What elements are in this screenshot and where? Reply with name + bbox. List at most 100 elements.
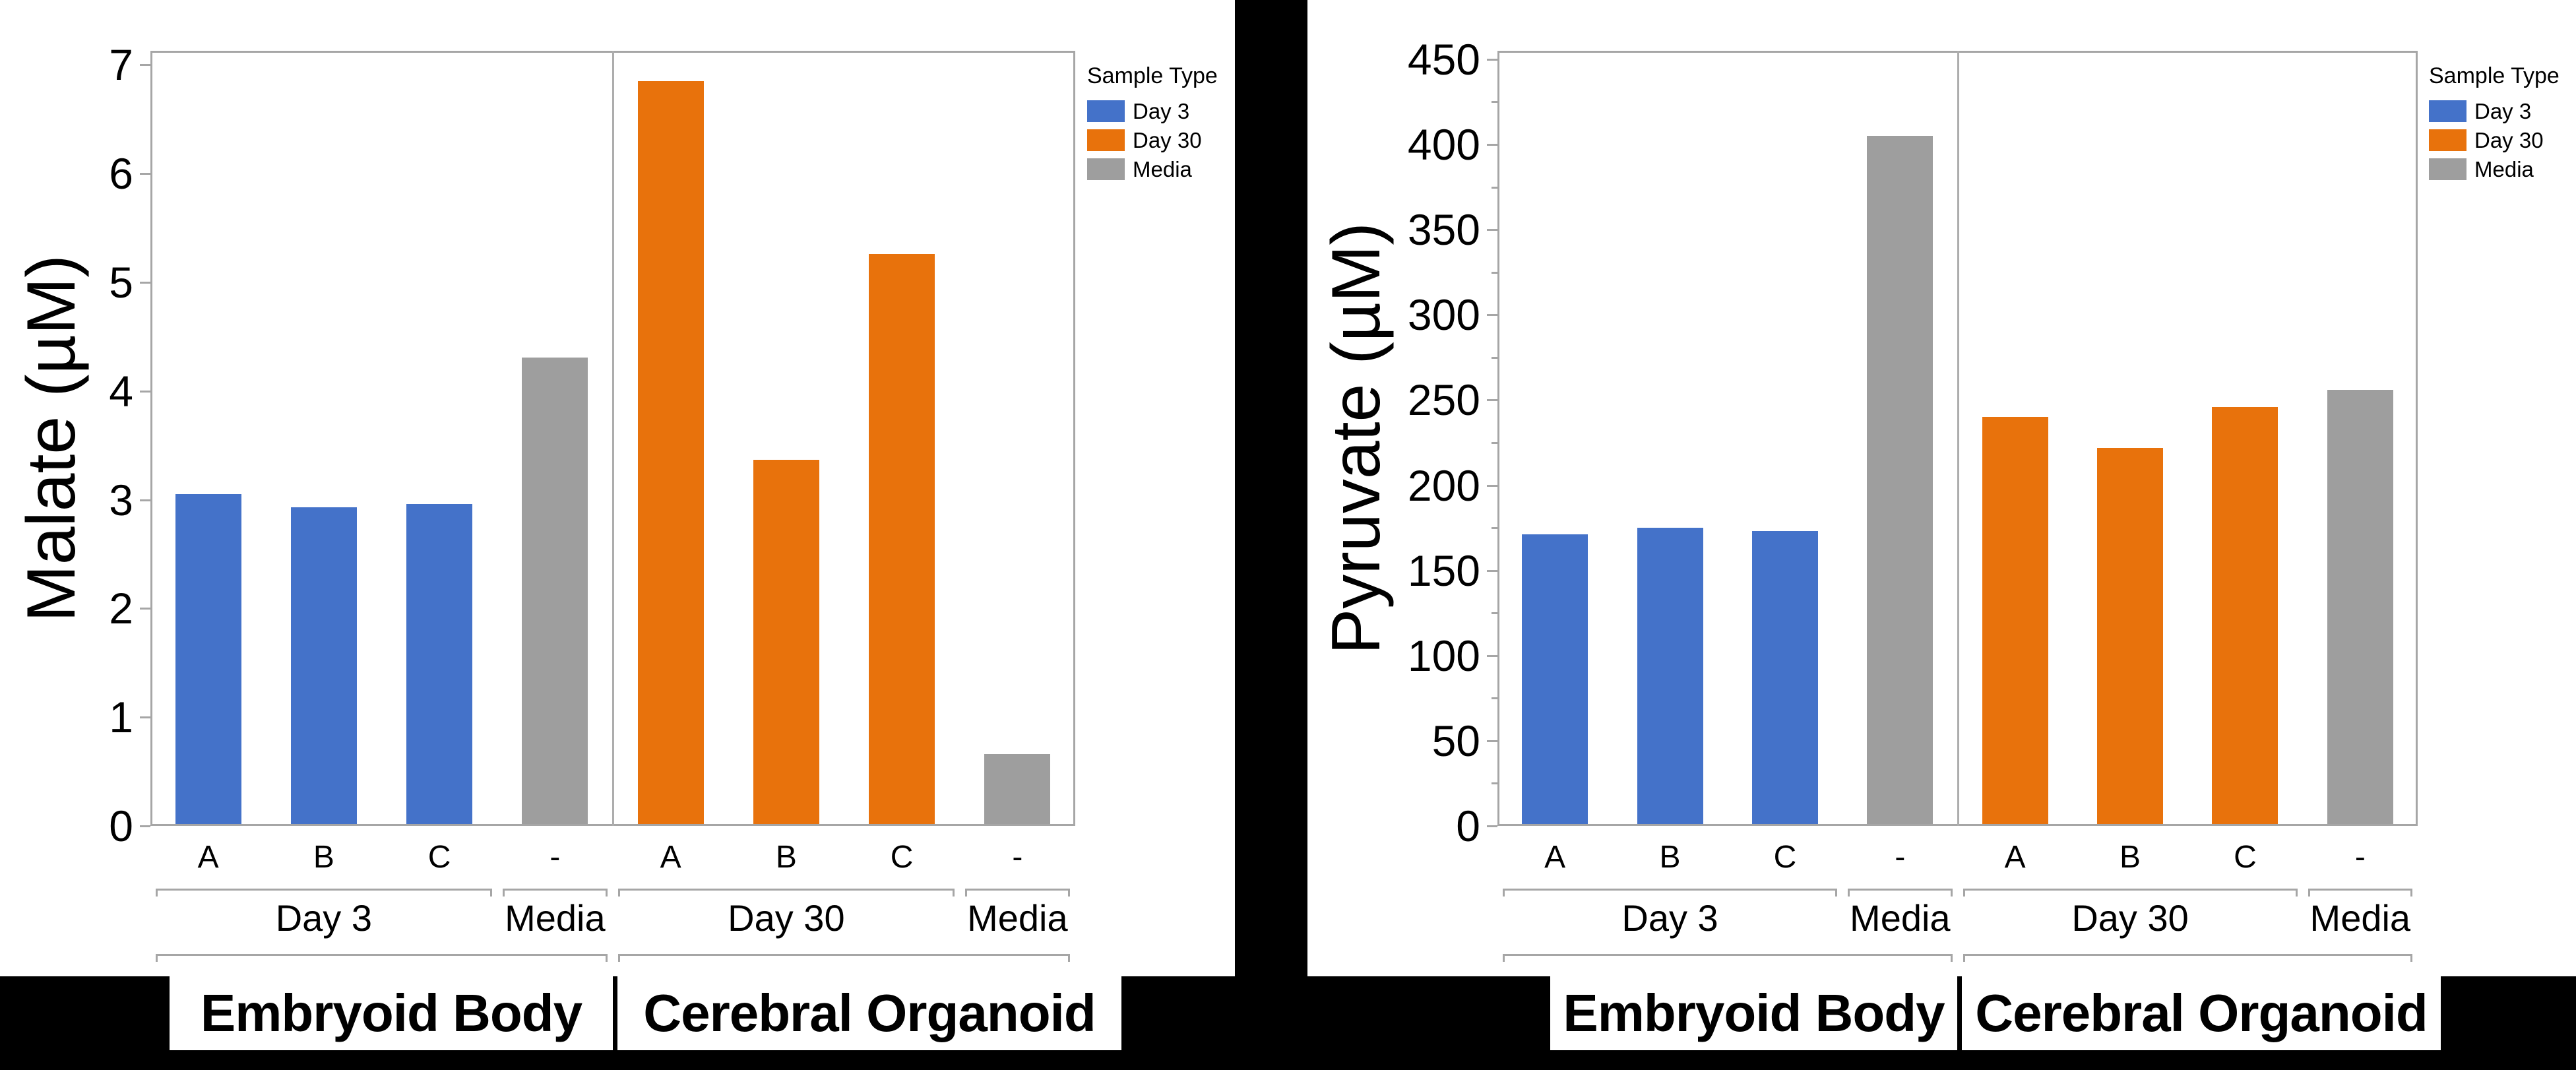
- category-tick-label: C: [427, 840, 451, 875]
- y-tick-mark: [1487, 144, 1497, 146]
- y-tick-label: 200: [1407, 460, 1480, 510]
- outer-group-label-cerebral-organoid: Cerebral Organoid: [643, 984, 1096, 1042]
- y-tick-mark: [1487, 229, 1497, 232]
- legend-swatch-media: [1087, 158, 1125, 180]
- bar-day30-A: [1982, 417, 2048, 824]
- group-label: Day 3: [275, 897, 373, 939]
- legend-swatch-day3: [1087, 100, 1125, 122]
- group-bracket: [156, 889, 492, 897]
- group-bracket: [618, 889, 955, 897]
- outer-group-label-embryoid-body: Embryoid Body: [200, 984, 582, 1042]
- y-tick-label: 300: [1407, 290, 1480, 340]
- category-tick-label: B: [1659, 840, 1681, 875]
- bar-day3-B: [1637, 528, 1703, 824]
- bar-day3-A: [1522, 534, 1588, 824]
- bar-day3-C: [1751, 531, 1818, 824]
- legend-item-label: Media: [2474, 157, 2534, 181]
- legend-item-label: Day 30: [2474, 128, 2544, 152]
- y-tick-mark: [1487, 484, 1497, 487]
- y-tick-label: 50: [1431, 716, 1480, 765]
- bar-day3-A: [175, 494, 241, 824]
- y-tick-label: 250: [1407, 375, 1480, 425]
- outer-group-bracket: [1963, 954, 2412, 962]
- legend-swatch-day3: [2429, 100, 2466, 122]
- group-label: Media: [967, 897, 1068, 939]
- bar-day30-A: [637, 81, 704, 824]
- y-tick-mark: [140, 64, 150, 67]
- group-bracket: [1963, 889, 2298, 897]
- category-tick-label: B: [775, 840, 797, 875]
- legend-swatch-day30: [2429, 129, 2466, 151]
- group-bracket: [1503, 889, 1838, 897]
- group-label: Media: [1850, 897, 1951, 939]
- y-minor-tick-mark: [1492, 612, 1497, 615]
- y-minor-tick-mark: [1492, 101, 1497, 104]
- category-tick-label: A: [1544, 840, 1566, 875]
- y-tick-mark: [1487, 825, 1497, 827]
- group-label: Media: [505, 897, 606, 939]
- bar-day30-B: [753, 459, 819, 824]
- outer-group-bracket: [1503, 954, 1953, 962]
- y-minor-tick-mark: [1492, 782, 1497, 785]
- y-tick-label: 100: [1407, 631, 1480, 680]
- bar-day30-C: [2212, 406, 2278, 824]
- category-tick-label: A: [660, 840, 681, 875]
- plot-panel-divider: [612, 51, 614, 826]
- y-tick-mark: [140, 608, 150, 610]
- y-tick-label: 7: [109, 40, 133, 90]
- bar-day3-B: [290, 507, 357, 824]
- y-tick-mark: [140, 173, 150, 175]
- y-tick-label: 4: [109, 366, 133, 416]
- group-label: Day 3: [1621, 897, 1718, 939]
- group-label: Day 30: [2071, 897, 2189, 939]
- y-minor-tick-mark: [1492, 697, 1497, 700]
- category-tick-label: -: [550, 840, 561, 875]
- outer-group-label-cerebral-organoid: Cerebral Organoid: [1975, 984, 2428, 1042]
- group-label: Media: [2309, 897, 2411, 939]
- category-tick-label: B: [2120, 840, 2141, 875]
- y-tick-label: 2: [109, 584, 133, 633]
- y-tick-mark: [1487, 399, 1497, 402]
- outer-group-bracket: [156, 954, 608, 962]
- y-tick-mark: [1487, 569, 1497, 572]
- bar-media--: [522, 357, 588, 824]
- plot-panel-divider: [1957, 51, 1959, 826]
- bar-media--: [1867, 136, 1933, 824]
- y-tick-mark: [140, 282, 150, 284]
- y-minor-tick-mark: [1492, 271, 1497, 274]
- strip-divider: [613, 976, 617, 1050]
- outer-group-label-embryoid-body: Embryoid Body: [1563, 984, 1945, 1042]
- outer-group-strip: Embryoid Body Cerebral Organoid: [170, 976, 1121, 1050]
- group-bracket: [1848, 889, 1953, 897]
- chart-panel-pyruvate: Pyruvate (µM) Sample Type 0 50 100 150 200 25…: [1307, 0, 2576, 976]
- category-tick-label: A: [2004, 840, 2026, 875]
- category-tick-label: B: [313, 840, 334, 875]
- group-bracket: [964, 889, 1070, 897]
- group-bracket: [502, 889, 608, 897]
- group-bracket: [2308, 889, 2412, 897]
- y-tick-mark: [1487, 654, 1497, 657]
- bar-media--: [2327, 389, 2393, 824]
- category-tick-label: -: [1012, 840, 1023, 875]
- y-tick-label: 150: [1407, 546, 1480, 595]
- y-tick-label: 1: [109, 693, 133, 742]
- bar-day30-B: [2097, 447, 2164, 824]
- y-tick-mark: [1487, 314, 1497, 317]
- category-tick-label: C: [1773, 840, 1797, 875]
- category-tick-label: -: [2354, 840, 2366, 875]
- y-tick-label: 450: [1407, 34, 1480, 84]
- bar-day30-C: [869, 254, 935, 824]
- legend-item-label: Day 3: [1133, 99, 1190, 123]
- legend-item-label: Media: [1133, 157, 1192, 181]
- y-axis-title: Pyruvate (µM): [1318, 222, 1395, 655]
- y-minor-tick-mark: [1492, 356, 1497, 359]
- y-tick-label: 0: [109, 802, 133, 850]
- outer-group-strip: Embryoid Body Cerebral Organoid: [1550, 976, 2441, 1050]
- category-tick-label: A: [197, 840, 219, 875]
- legend-item-label: Day 30: [1133, 128, 1202, 152]
- y-tick-label: 3: [109, 475, 133, 524]
- y-tick-mark: [140, 716, 150, 719]
- strip-divider: [1957, 976, 1962, 1050]
- legend-title: Sample Type: [1087, 63, 1218, 88]
